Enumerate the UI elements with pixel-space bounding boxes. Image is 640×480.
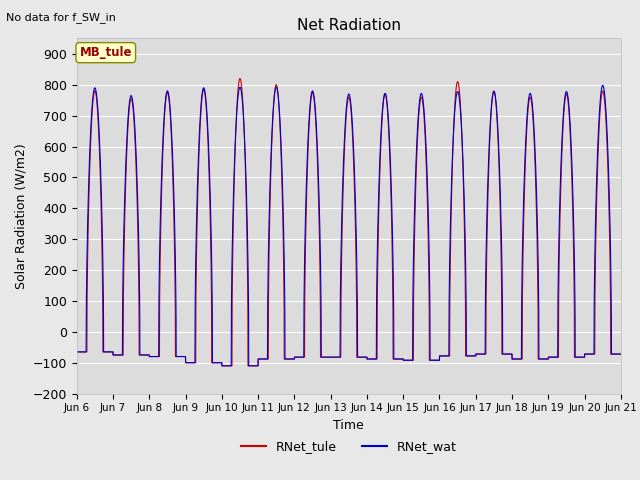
RNet_wat <box>329 354 337 360</box>
Legend: RNet_tule, RNet_wat: RNet_tule, RNet_wat <box>236 435 461 458</box>
RNet_wat <box>471 353 479 359</box>
RNet_tule <box>329 354 337 360</box>
RNet_wat <box>73 349 81 355</box>
Line: RNet_wat: RNet_wat <box>77 85 621 366</box>
RNet_tule <box>616 351 624 357</box>
X-axis label: Time: Time <box>333 419 364 432</box>
RNet_tule <box>171 248 179 253</box>
RNet_tule <box>502 351 509 357</box>
RNet_tule <box>218 363 226 369</box>
RNet_wat <box>502 351 509 357</box>
RNet_wat <box>171 217 179 223</box>
RNet_wat <box>218 363 226 369</box>
RNet_tule <box>471 353 479 359</box>
RNet_wat <box>617 351 625 357</box>
Text: MB_tule: MB_tule <box>79 46 132 59</box>
RNet_tule <box>73 349 81 355</box>
RNet_wat <box>616 351 624 357</box>
RNet_wat <box>599 83 607 88</box>
Text: No data for f_SW_in: No data for f_SW_in <box>6 12 116 23</box>
RNet_tule <box>236 76 244 82</box>
RNet_tule <box>441 353 449 359</box>
RNet_wat <box>441 353 449 359</box>
Line: RNet_tule: RNet_tule <box>77 79 621 366</box>
Y-axis label: Solar Radiation (W/m2): Solar Radiation (W/m2) <box>14 143 27 289</box>
Title: Net Radiation: Net Radiation <box>297 18 401 33</box>
RNet_tule <box>617 351 625 357</box>
